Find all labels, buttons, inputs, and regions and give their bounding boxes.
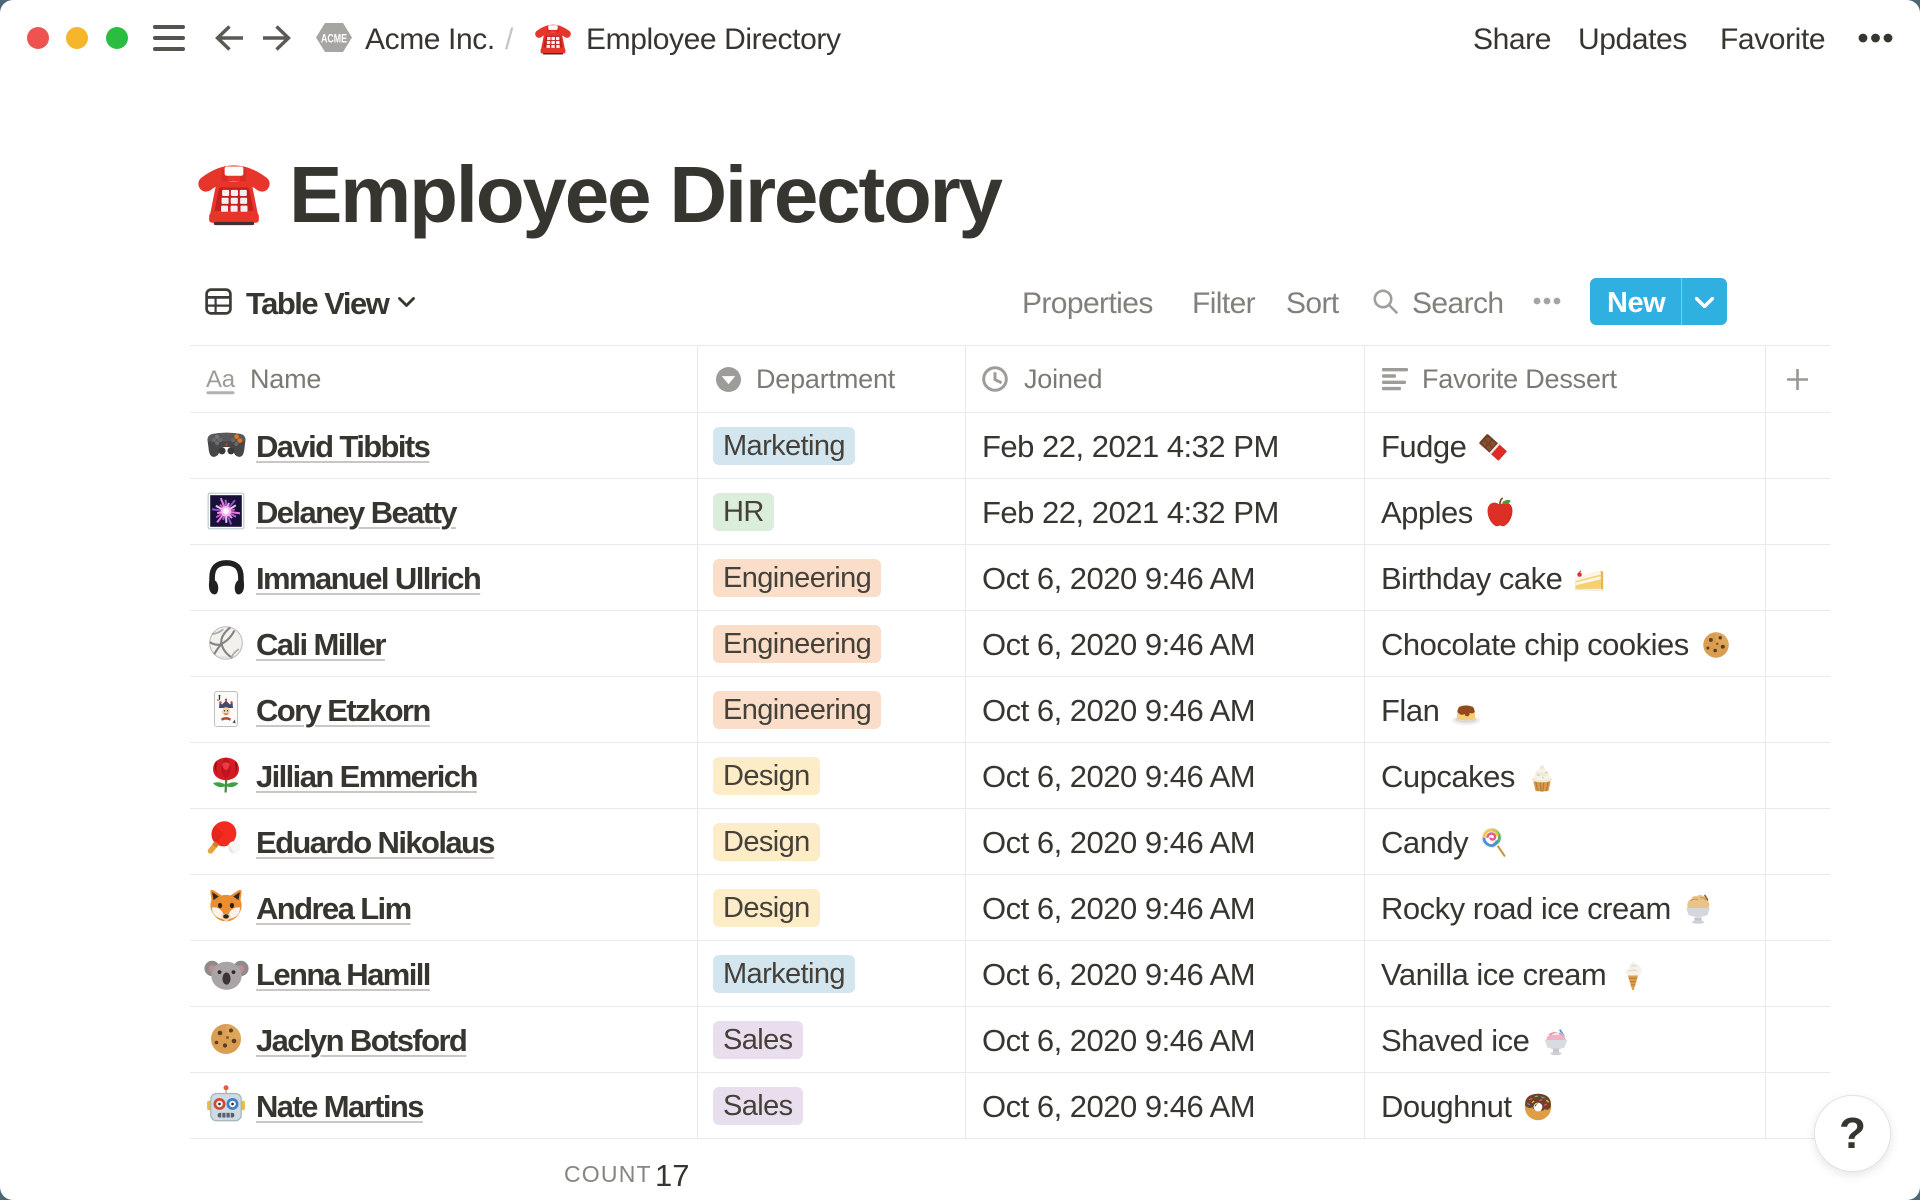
svg-text:J: J [217,693,222,703]
svg-text:ACME: ACME [321,34,347,46]
svg-text:Aa: Aa [206,366,236,393]
